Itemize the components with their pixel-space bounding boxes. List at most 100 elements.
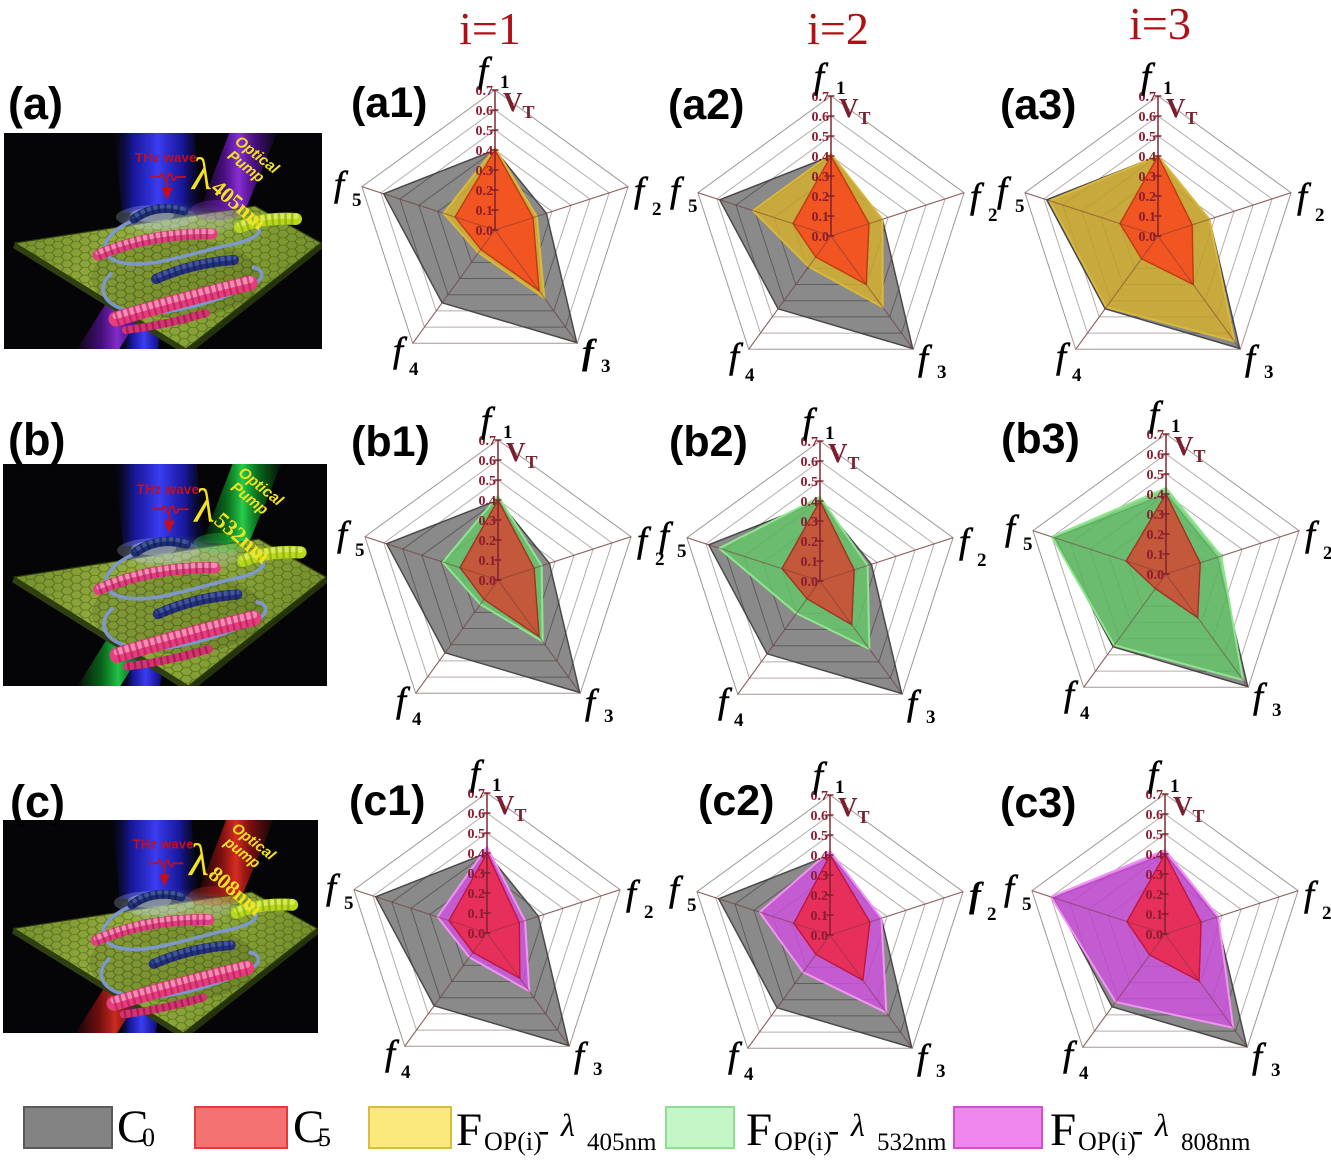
svg-text:4: 4 [745,365,755,386]
svg-text:808nm: 808nm [1181,1129,1251,1156]
svg-text:VT: VT [838,792,870,827]
svg-text:i=3: i=3 [1129,0,1191,49]
svg-text:0.4: 0.4 [476,144,494,159]
svg-text:0.7: 0.7 [476,84,494,99]
svg-text:0.6: 0.6 [1146,808,1164,823]
svg-text:532nm: 532nm [877,1129,947,1156]
svg-text:3: 3 [937,362,947,383]
svg-text:0.1: 0.1 [811,909,829,924]
svg-text:THz wave: THz wave [133,837,194,852]
svg-text:λ: λ [560,1107,575,1143]
svg-text:1: 1 [1163,78,1173,99]
svg-text:(c3): (c3) [1000,779,1076,827]
svg-text:-: - [538,1112,549,1149]
svg-text:(c2): (c2) [698,777,774,825]
svg-text:λ: λ [187,834,209,885]
svg-text:0.1: 0.1 [476,204,494,219]
svg-text:0.4: 0.4 [468,847,486,862]
svg-text:0.0: 0.0 [1147,568,1165,583]
svg-text:THz wave: THz wave [135,150,197,165]
svg-text:1: 1 [492,775,502,796]
svg-text:0.5: 0.5 [801,475,819,490]
svg-text:0.4: 0.4 [811,849,829,864]
svg-text:0.7: 0.7 [468,787,486,802]
svg-text:0.2: 0.2 [811,889,829,904]
svg-text:0.1: 0.1 [479,554,497,569]
svg-text:4: 4 [1079,1063,1089,1084]
svg-text:0.4: 0.4 [801,495,819,510]
svg-text:2: 2 [1322,903,1331,924]
svg-text:0.3: 0.3 [476,164,494,179]
svg-text:0.2: 0.2 [468,887,486,902]
svg-text:3: 3 [1271,1060,1281,1081]
svg-text:5: 5 [1023,534,1033,555]
svg-text:0.4: 0.4 [1147,488,1165,503]
svg-text:0.7: 0.7 [1139,90,1157,105]
svg-text:0.7: 0.7 [811,789,829,804]
svg-text:3: 3 [604,706,614,727]
svg-text:0.4: 0.4 [1139,150,1157,165]
svg-text:(b): (b) [8,414,65,465]
svg-text:0.7: 0.7 [801,435,819,450]
svg-text:0.0: 0.0 [476,224,494,239]
svg-text:0.6: 0.6 [1139,110,1157,125]
svg-text:0.1: 0.1 [1147,548,1165,563]
svg-text:i=2: i=2 [807,3,869,54]
svg-text:0.1: 0.1 [1146,908,1164,923]
svg-text:0.0: 0.0 [812,230,830,245]
svg-text:0.2: 0.2 [476,184,494,199]
svg-text:OP(i): OP(i) [774,1127,832,1156]
svg-text:0.4: 0.4 [479,494,497,509]
svg-text:3: 3 [926,707,936,728]
svg-text:0.2: 0.2 [801,535,819,550]
svg-text:2: 2 [977,550,987,571]
svg-text:3: 3 [936,1061,946,1082]
svg-text:(b1): (b1) [351,418,430,466]
svg-text:3: 3 [1264,362,1274,383]
svg-text:3: 3 [1272,700,1282,721]
svg-text:2: 2 [1315,205,1325,226]
svg-text:F: F [746,1104,772,1156]
svg-text:VT: VT [1166,93,1198,128]
svg-text:0.3: 0.3 [468,867,486,882]
svg-text:0.5: 0.5 [479,474,497,489]
svg-text:4: 4 [1080,703,1090,724]
svg-text:0.6: 0.6 [811,809,829,824]
svg-text:0.0: 0.0 [1139,230,1157,245]
svg-text:5: 5 [677,541,687,562]
svg-text:0.6: 0.6 [1147,448,1165,463]
svg-text:0.1: 0.1 [801,555,819,570]
svg-text:0.2: 0.2 [1139,190,1157,205]
svg-text:0.4: 0.4 [812,150,830,165]
svg-text:0.5: 0.5 [468,827,486,842]
svg-text:4: 4 [734,710,744,731]
svg-text:-: - [828,1112,839,1149]
svg-text:2: 2 [988,205,998,226]
svg-text:F: F [456,1104,482,1156]
svg-text:4: 4 [409,359,419,380]
svg-text:1: 1 [1170,776,1180,797]
svg-text:0.3: 0.3 [1146,868,1164,883]
svg-text:λ: λ [850,1107,865,1143]
svg-text:5: 5 [1015,196,1025,217]
svg-text:0.7: 0.7 [1147,428,1165,443]
svg-text:0.2: 0.2 [1147,528,1165,543]
svg-text:2: 2 [987,904,997,925]
svg-text:(a1): (a1) [351,79,427,127]
svg-text:THz wave: THz wave [136,482,199,497]
svg-text:0.0: 0.0 [468,927,486,942]
svg-text:λ: λ [190,148,212,199]
svg-text:5: 5 [1022,894,1032,915]
svg-text:5: 5 [688,196,698,217]
svg-text:0.5: 0.5 [476,124,494,139]
svg-text:0.6: 0.6 [801,455,819,470]
svg-text:0.4: 0.4 [1146,848,1164,863]
svg-text:(b3): (b3) [1001,415,1080,463]
svg-text:0.3: 0.3 [811,869,829,884]
svg-text:0.6: 0.6 [468,807,486,822]
svg-text:0.1: 0.1 [812,210,830,225]
svg-text:3: 3 [601,356,611,377]
svg-text:1: 1 [836,78,846,99]
svg-text:0.1: 0.1 [1139,210,1157,225]
svg-text:0.7: 0.7 [479,434,497,449]
